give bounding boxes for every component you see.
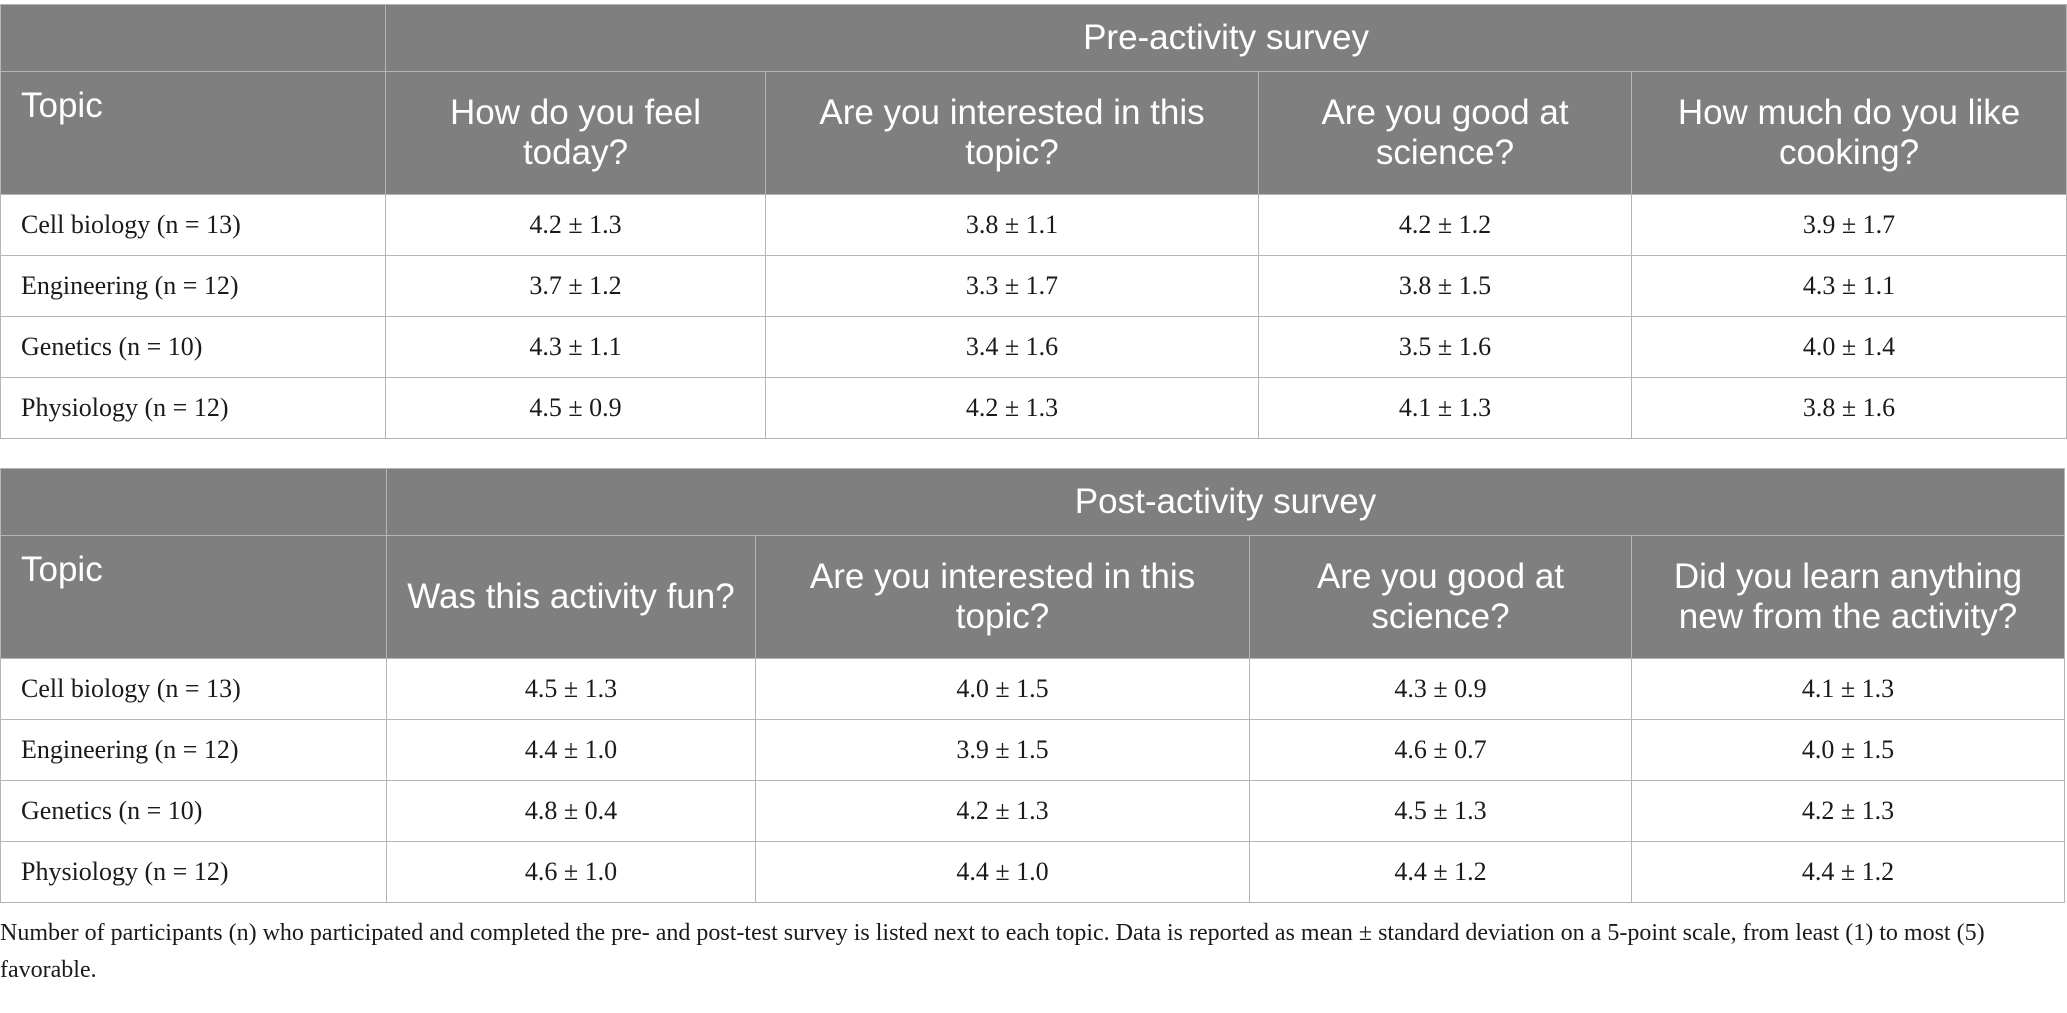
value-cell: 3.8 ± 1.5: [1258, 255, 1632, 317]
post-group-header-row: Post-activity survey: [0, 468, 2066, 536]
value-cell: 3.5 ± 1.6: [1258, 316, 1632, 378]
value-cell: 4.2 ± 1.3: [1630, 780, 2066, 842]
pre-column-header-row: Topic How do you feel today? Are you int…: [0, 71, 2067, 195]
table-footnote: Number of participants (n) who participa…: [0, 920, 1985, 983]
value-cell: 4.3 ± 1.1: [385, 316, 766, 378]
table-row: Physiology (n = 12) 4.5 ± 0.9 4.2 ± 1.3 …: [0, 377, 2067, 439]
pre-activity-survey-label: Pre-activity survey: [384, 4, 2067, 72]
table-row: Cell biology (n = 13) 4.2 ± 1.3 3.8 ± 1.…: [0, 194, 2067, 256]
value-cell: 3.3 ± 1.7: [765, 255, 1259, 317]
topic-cell: Genetics (n = 10): [0, 780, 387, 842]
topic-cell: Engineering (n = 12): [0, 255, 386, 317]
pre-corner-cell: [0, 4, 386, 72]
pre-question-header: How much do you like cooking?: [1630, 71, 2067, 195]
value-cell: 4.0 ± 1.5: [1630, 719, 2066, 781]
pre-question-header: Are you interested in this topic?: [765, 71, 1259, 195]
value-cell: 4.6 ± 0.7: [1249, 719, 1632, 781]
value-cell: 4.8 ± 0.4: [386, 780, 756, 842]
value-cell: 4.0 ± 1.5: [755, 658, 1250, 720]
value-cell: 3.4 ± 1.6: [765, 316, 1259, 378]
value-cell: 4.5 ± 1.3: [1249, 780, 1632, 842]
pre-activity-table: Pre-activity survey Topic How do you fee…: [0, 4, 2067, 439]
value-cell: 3.8 ± 1.1: [765, 194, 1259, 256]
pre-group-header-row: Pre-activity survey: [0, 4, 2067, 72]
topic-cell: Cell biology (n = 13): [0, 658, 387, 720]
table-row: Engineering (n = 12) 3.7 ± 1.2 3.3 ± 1.7…: [0, 255, 2067, 317]
post-question-header: Are you interested in this topic?: [755, 535, 1250, 659]
topic-cell: Physiology (n = 12): [0, 841, 387, 903]
post-question-header: Are you good at science?: [1249, 535, 1632, 659]
value-cell: 3.9 ± 1.5: [755, 719, 1250, 781]
pre-question-header: How do you feel today?: [385, 71, 766, 195]
value-cell: 4.2 ± 1.3: [385, 194, 766, 256]
value-cell: 3.9 ± 1.7: [1630, 194, 2067, 256]
value-cell: 4.1 ± 1.3: [1258, 377, 1632, 439]
value-cell: 4.0 ± 1.4: [1630, 316, 2067, 378]
post-question-header: Did you learn anything new from the acti…: [1630, 535, 2066, 659]
value-cell: 4.4 ± 1.2: [1630, 841, 2066, 903]
value-cell: 4.4 ± 1.0: [386, 719, 756, 781]
topic-cell: Physiology (n = 12): [0, 377, 386, 439]
value-cell: 4.2 ± 1.3: [765, 377, 1259, 439]
table-row: Cell biology (n = 13) 4.5 ± 1.3 4.0 ± 1.…: [0, 658, 2066, 720]
value-cell: 3.8 ± 1.6: [1630, 377, 2067, 439]
value-cell: 4.5 ± 1.3: [386, 658, 756, 720]
post-column-header-row: Topic Was this activity fun? Are you int…: [0, 535, 2066, 659]
topic-cell: Cell biology (n = 13): [0, 194, 386, 256]
topic-cell: Genetics (n = 10): [0, 316, 386, 378]
post-corner-cell: [0, 468, 387, 536]
value-cell: 4.5 ± 0.9: [385, 377, 766, 439]
value-cell: 4.1 ± 1.3: [1630, 658, 2066, 720]
post-question-header: Was this activity fun?: [386, 535, 756, 659]
value-cell: 4.2 ± 1.3: [755, 780, 1250, 842]
value-cell: 4.6 ± 1.0: [386, 841, 756, 903]
post-topic-header: Topic: [0, 535, 387, 659]
value-cell: 4.3 ± 0.9: [1249, 658, 1632, 720]
pre-question-header: Are you good at science?: [1258, 71, 1632, 195]
value-cell: 4.3 ± 1.1: [1630, 255, 2067, 317]
table-row: Physiology (n = 12) 4.6 ± 1.0 4.4 ± 1.0 …: [0, 841, 2066, 903]
value-cell: 3.7 ± 1.2: [385, 255, 766, 317]
post-activity-table: Post-activity survey Topic Was this acti…: [0, 468, 2066, 903]
table-row: Genetics (n = 10) 4.8 ± 0.4 4.2 ± 1.3 4.…: [0, 780, 2066, 842]
post-activity-survey-label: Post-activity survey: [385, 468, 2066, 536]
table-row: Engineering (n = 12) 4.4 ± 1.0 3.9 ± 1.5…: [0, 719, 2066, 781]
value-cell: 4.4 ± 1.0: [755, 841, 1250, 903]
topic-cell: Engineering (n = 12): [0, 719, 387, 781]
value-cell: 4.2 ± 1.2: [1258, 194, 1632, 256]
value-cell: 4.4 ± 1.2: [1249, 841, 1632, 903]
pre-topic-header: Topic: [0, 71, 386, 195]
table-row: Genetics (n = 10) 4.3 ± 1.1 3.4 ± 1.6 3.…: [0, 316, 2067, 378]
